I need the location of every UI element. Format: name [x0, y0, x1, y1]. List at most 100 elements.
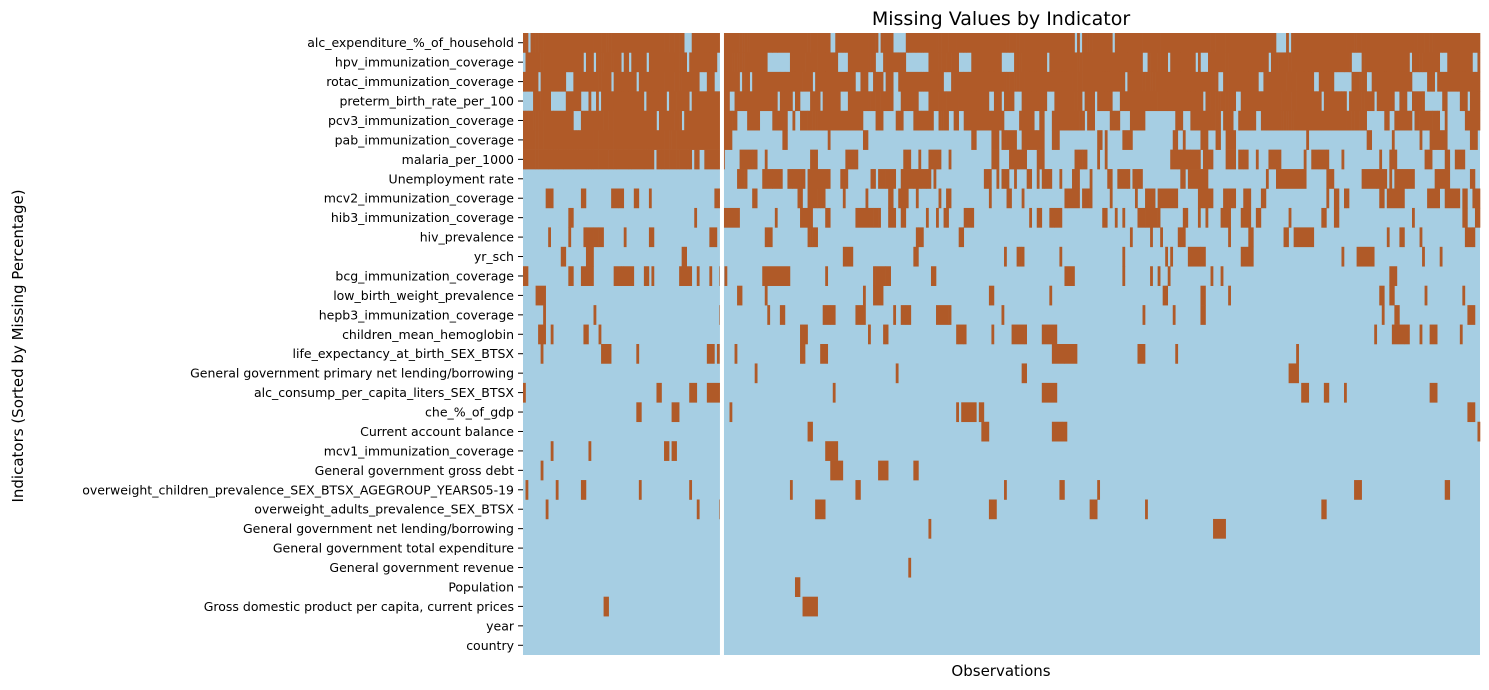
missing-cell	[825, 441, 839, 461]
missing-cell	[915, 188, 919, 209]
missing-cell	[1129, 71, 1138, 92]
missing-cell	[1374, 324, 1378, 345]
missing-cell	[1016, 246, 1020, 267]
missing-cell	[1142, 305, 1146, 325]
missing-cell	[800, 207, 813, 228]
missing-cell	[1049, 207, 1053, 228]
missing-cell	[618, 110, 622, 131]
missing-cell	[888, 207, 897, 228]
missing-cell	[1021, 363, 1027, 384]
missing-cell	[1031, 91, 1038, 112]
missing-cell	[782, 130, 786, 150]
missing-cell	[1145, 71, 1151, 92]
missing-cell	[535, 130, 539, 150]
missing-cell	[1200, 71, 1204, 92]
missing-cell	[1265, 110, 1274, 131]
missing-cell	[800, 324, 803, 345]
missing-cell	[608, 33, 612, 53]
missing-cell	[807, 188, 818, 209]
missing-cell	[1087, 110, 1095, 131]
missing-cell	[689, 382, 698, 403]
missing-cell	[1432, 71, 1435, 92]
missing-cell	[1150, 52, 1158, 73]
missing-cell	[988, 285, 995, 306]
missing-cell	[1230, 71, 1244, 92]
missing-cell	[1225, 149, 1237, 170]
missing-cell	[694, 33, 698, 53]
missing-cell	[1442, 91, 1448, 112]
missing-cell	[585, 149, 589, 170]
missing-cell	[686, 91, 690, 112]
missing-cell	[558, 130, 567, 150]
missing-cell	[1230, 130, 1237, 150]
missing-cell	[1109, 169, 1113, 189]
missing-cell	[1384, 110, 1388, 131]
missing-cell	[807, 421, 813, 442]
missing-cell	[1165, 33, 1169, 53]
missing-cell	[1462, 33, 1466, 53]
missing-cell	[1097, 130, 1103, 150]
missing-cell	[1412, 207, 1415, 228]
missing-cell	[1001, 130, 1005, 150]
missing-cell	[1316, 33, 1320, 53]
missing-cell	[893, 305, 897, 325]
y-tick-label: yr_sch	[474, 249, 514, 264]
missing-cell	[842, 33, 846, 53]
missing-cell	[1419, 110, 1433, 131]
missing-cell	[943, 110, 949, 131]
missing-cell	[648, 33, 652, 53]
missing-cell	[1424, 149, 1433, 170]
missing-cell	[1311, 33, 1317, 53]
missing-cell	[588, 52, 594, 73]
missing-cell	[1059, 169, 1063, 189]
missing-cell	[1474, 110, 1478, 131]
missing-cell	[762, 266, 791, 286]
missing-cell	[1210, 149, 1214, 170]
missing-cell	[1349, 91, 1362, 112]
missing-cell	[631, 71, 635, 92]
missing-cell	[1004, 480, 1007, 500]
missing-cell	[1054, 91, 1063, 112]
missing-cell	[550, 110, 554, 131]
missing-cell	[1077, 169, 1080, 189]
missing-cell	[875, 266, 886, 286]
missing-cell	[1389, 149, 1395, 170]
missing-cell	[1165, 52, 1169, 73]
missing-cell	[525, 110, 529, 131]
missing-cell	[671, 402, 680, 423]
missing-cell	[1399, 169, 1403, 189]
missing-cell	[1394, 305, 1400, 325]
missing-cell	[737, 285, 743, 306]
missing-cell	[716, 344, 720, 364]
missing-cell	[880, 33, 884, 53]
missing-cell	[1092, 91, 1095, 112]
missing-cell	[1170, 149, 1179, 170]
missing-cell	[598, 71, 602, 92]
missing-cell	[802, 596, 818, 617]
missing-cell	[724, 71, 728, 92]
missing-cell	[779, 305, 786, 325]
missing-cell	[810, 91, 821, 112]
missing-cell	[1051, 71, 1060, 92]
missing-cell	[792, 169, 801, 189]
missing-cell	[1165, 246, 1169, 267]
missing-cell	[1260, 52, 1267, 73]
missing-cell	[1346, 110, 1352, 131]
missing-cell	[920, 169, 927, 189]
missing-cell	[1459, 324, 1463, 345]
missing-cell	[1192, 110, 1196, 131]
missing-cell	[611, 188, 619, 209]
missing-cell	[1303, 71, 1310, 92]
missing-cell	[1185, 91, 1189, 112]
missing-cell	[1142, 33, 1161, 53]
missing-cell	[885, 324, 889, 345]
missing-cell	[963, 207, 972, 228]
missing-cell	[958, 91, 972, 112]
missing-cell	[548, 227, 551, 248]
missing-cell	[1321, 52, 1325, 73]
y-tick-label: pab_immunization_coverage	[335, 132, 515, 147]
missing-cell	[1172, 71, 1179, 92]
missing-cell	[1462, 71, 1466, 92]
missing-cell	[1230, 33, 1239, 53]
